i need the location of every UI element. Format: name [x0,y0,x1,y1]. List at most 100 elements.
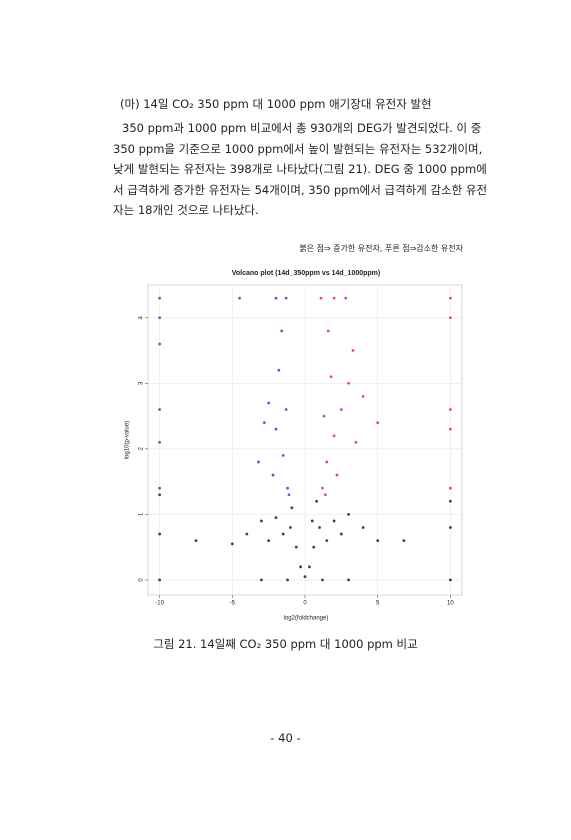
data-point [312,545,316,549]
paragraph-line: 자는 18개인 것으로 나타났다. [113,203,259,217]
data-point [267,401,271,405]
data-point [322,414,326,418]
data-point [376,539,380,543]
section-heading: (마) 14일 CO₂ 350 ppm 대 1000 ppm 애기장대 유전자 … [120,97,432,111]
data-point [158,532,162,536]
data-point [158,296,162,300]
data-point [361,526,365,529]
data-point [347,381,351,385]
data-point [332,296,336,300]
data-point [448,499,452,503]
data-point [303,575,307,579]
data-point [319,296,323,300]
data-point [448,316,452,320]
data-point [315,499,319,503]
data-point [158,316,162,320]
data-point [344,296,348,300]
page-number: - 40 - [270,731,301,745]
data-point [448,526,452,529]
data-point [274,427,278,431]
data-point [347,578,351,582]
data-point [332,519,336,523]
data-point [262,421,266,425]
data-point [376,421,380,425]
y-tick-label: 1 [139,512,145,516]
data-point [274,296,278,300]
data-point [329,375,333,379]
data-point [310,519,314,523]
figure-caption: 그림 21. 14일째 CO₂ 350 ppm 대 1000 ppm 비교 [153,637,418,651]
data-point [294,545,298,549]
data-point [274,516,278,520]
data-point [402,539,406,543]
data-point [281,532,285,536]
paragraph-line: 350 ppm과 1000 ppm 비교에서 총 930개의 DEG가 발견되었… [122,121,482,135]
data-point [281,454,285,457]
paragraph-line: 낮게 발현되는 유전자는 398개로 나타났다(그림 21). DEG 중 10… [113,162,487,176]
data-point [323,493,327,497]
y-tick-label: 3 [139,381,145,385]
paragraph-line: 350 ppm을 기준으로 1000 ppm에서 높이 발현되는 유전자는 53… [113,141,483,156]
data-point [286,578,289,582]
x-tick-label: 0 [303,601,307,607]
data-point [284,296,288,300]
data-point [325,460,329,464]
data-point [257,460,260,464]
data-point [332,434,336,438]
data-point [347,512,351,516]
x-tick-label: -5 [230,601,236,607]
data-point [361,395,365,398]
data-point [325,539,329,543]
data-point [158,440,162,444]
y-tick-label: 4 [139,315,145,319]
data-point [339,408,343,411]
data-point [326,329,330,333]
data-point [321,578,324,582]
data-point [299,565,303,569]
data-point [339,532,343,536]
data-point [158,493,162,497]
data-point [271,473,275,477]
y-tick-label: 0 [139,578,145,582]
data-point [448,408,452,411]
data-point [354,440,358,444]
x-axis-label: log2(foldchange) [284,616,329,622]
x-tick-label: 5 [376,601,380,607]
data-point [259,578,263,582]
data-point [267,539,271,543]
chart-title: Volcano plot (14d_350ppm vs 14d_1000ppm) [232,270,380,277]
data-point [335,473,339,477]
data-point [307,565,311,569]
figure-note: 붉은 점⇒ 증가한 유전자, 푸른 점⇒감소한 유전자 [299,244,463,253]
data-point [284,408,288,411]
data-point [290,506,294,510]
data-point [289,526,292,529]
data-point [277,368,281,372]
data-point [448,486,452,490]
data-point [448,427,452,431]
data-point [230,542,234,546]
data-point [259,519,263,523]
data-point [318,526,321,529]
data-point [158,342,162,346]
data-point [448,296,452,300]
data-point [245,532,249,536]
data-point [448,578,452,582]
y-axis-label: log10(p-value) [125,421,131,459]
data-point [158,408,162,411]
data-point [286,486,289,490]
data-point [158,578,162,582]
x-tick-label: -10 [155,601,164,607]
data-point [280,329,284,333]
y-tick-label: 2 [139,447,145,451]
x-tick-label: 10 [447,601,454,607]
data-point [238,296,241,300]
data-point [321,486,324,490]
data-point [158,486,162,490]
data-point [194,539,198,543]
data-point [287,493,291,497]
paragraph-line: 서 급격하게 증가한 유전자는 54개이며, 350 ppm에서 급격하게 감소… [113,182,488,197]
data-point [351,349,355,352]
